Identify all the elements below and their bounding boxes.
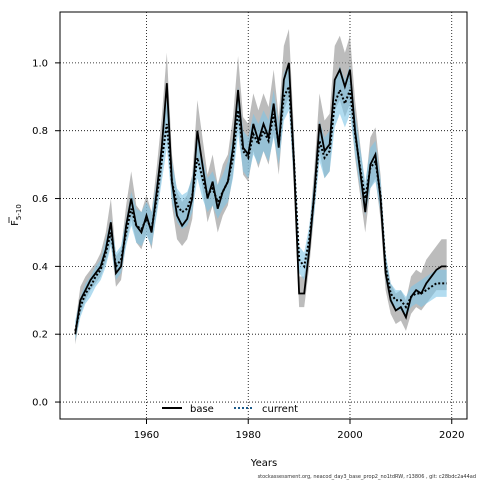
- y-axis-title-main: F: [10, 220, 21, 226]
- y-axis-title-sub: 5-10: [15, 204, 23, 220]
- x-tick-label-2000: 2000: [337, 430, 362, 441]
- legend-label-current: current: [262, 404, 298, 415]
- y-tick-label-0.0: 0.0: [32, 398, 48, 409]
- x-tick-label-1980: 1980: [236, 430, 261, 441]
- grid-lines: [60, 12, 467, 419]
- y-tick-label-0.6: 0.6: [32, 194, 48, 205]
- footnote: stockassessment.org, neacod_day3_base_pr…: [258, 474, 476, 480]
- legend-label-base: base: [190, 404, 214, 415]
- y-tick-label-0.8: 0.8: [32, 126, 48, 137]
- x-axis-title: Years: [250, 458, 277, 469]
- x-axis: 1960 1980 2000 2020: [134, 419, 464, 441]
- x-tick-label-2020: 2020: [439, 430, 464, 441]
- y-tick-label-1.0: 1.0: [32, 58, 48, 69]
- y-axis: 0.0 0.2 0.4 0.6 0.8 1.0: [32, 58, 60, 409]
- legend: base current: [162, 404, 298, 415]
- x-tick-label-1960: 1960: [134, 430, 159, 441]
- y-tick-label-0.2: 0.2: [32, 330, 48, 341]
- series-lines: [74, 62, 447, 335]
- y-tick-label-0.4: 0.4: [32, 262, 48, 273]
- plot-frame: [59, 11, 468, 420]
- svg-text:F5-10: F5-10: [10, 204, 23, 226]
- y-axis-title: F5-10: [8, 204, 23, 226]
